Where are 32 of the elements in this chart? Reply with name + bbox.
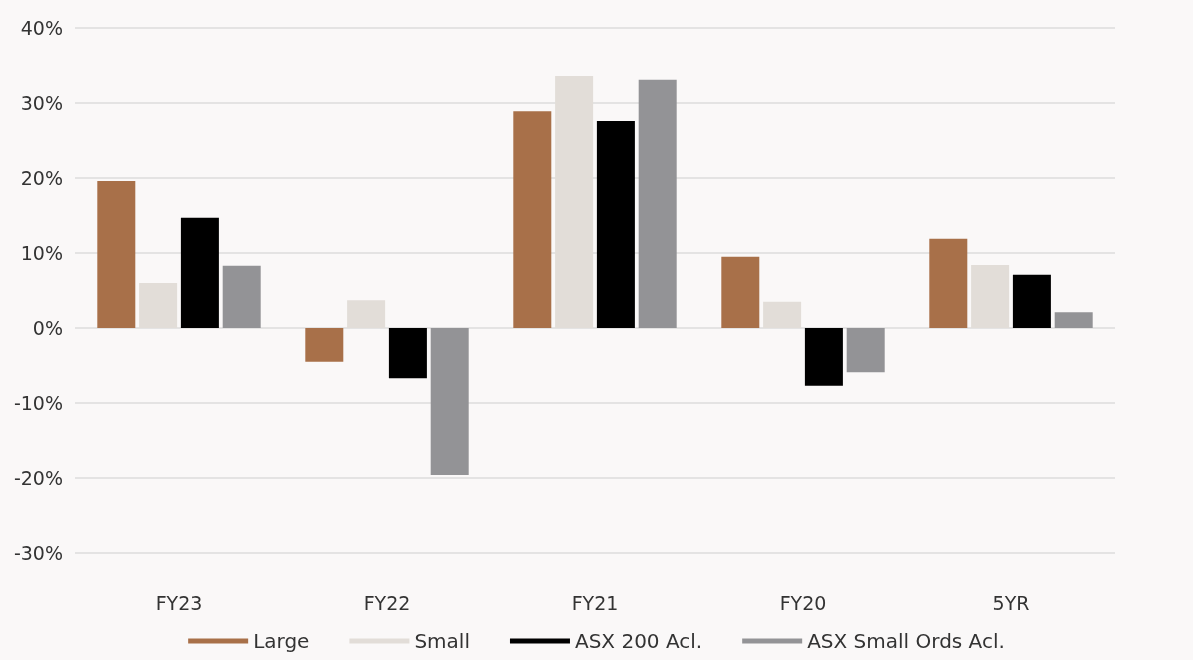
x-tick-label: FY22: [363, 591, 411, 614]
bar: [804, 328, 843, 386]
legend-label: ASX 200 Acl.: [574, 629, 703, 653]
bar: [846, 328, 885, 373]
y-tick-label: 10%: [20, 242, 63, 264]
y-tick-label: -20%: [13, 467, 63, 489]
bar: [388, 328, 427, 379]
x-tick-label: FY20: [779, 591, 827, 614]
x-tick-label: 5YR: [992, 591, 1030, 614]
legend-label: ASX Small Ords Acl.: [807, 629, 1005, 653]
bar: [180, 217, 219, 328]
y-tick-label: 30%: [20, 92, 63, 114]
bar: [721, 256, 760, 328]
bar: [929, 238, 968, 328]
y-tick-label: -30%: [13, 542, 63, 564]
bar: [222, 265, 261, 328]
bar: [638, 79, 677, 328]
legend-label: Small: [414, 629, 470, 653]
legend-label: Large: [253, 629, 310, 653]
bar: [1012, 274, 1051, 328]
x-tick-label: FY23: [155, 591, 203, 614]
bar: [305, 328, 344, 362]
x-tick-label: FY21: [571, 591, 619, 614]
y-tick-label: 40%: [20, 17, 63, 39]
bar: [97, 181, 136, 328]
bar: [596, 121, 635, 328]
bar: [430, 328, 469, 475]
bar: [513, 111, 552, 328]
y-tick-label: 0%: [32, 317, 63, 339]
y-tick-label: 20%: [20, 167, 63, 189]
bar: [1054, 312, 1093, 328]
y-tick-label: -10%: [13, 392, 63, 414]
